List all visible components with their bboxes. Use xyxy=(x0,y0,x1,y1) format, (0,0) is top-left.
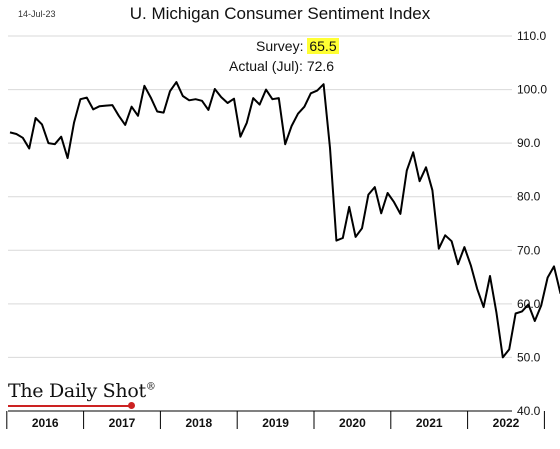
date-stamp: 14-Jul-23 xyxy=(18,9,56,19)
y-tick-label: 70.0 xyxy=(517,243,541,257)
y-tick-label: 50.0 xyxy=(517,350,541,364)
actual-annotation: Actual (Jul): 72.6 xyxy=(229,58,334,74)
survey-value: 65.5 xyxy=(307,38,339,54)
actual-value: 72.6 xyxy=(306,58,335,74)
actual-label: Actual (Jul): xyxy=(229,58,303,74)
y-tick-label: 100.0 xyxy=(517,83,547,97)
survey-annotation: Survey: 65.5 xyxy=(256,38,339,54)
x-tick-label: 2020 xyxy=(339,416,366,430)
x-tick-label: 2021 xyxy=(416,416,443,430)
x-tick-label: 2017 xyxy=(109,416,136,430)
x-tick-label: 2016 xyxy=(32,416,59,430)
brand-registered-mark: ® xyxy=(145,381,156,393)
x-tick-label: 2019 xyxy=(262,416,289,430)
y-tick-label: 110.0 xyxy=(517,29,546,43)
brand-name: The Daily Shot xyxy=(8,380,146,402)
y-tick-label: 40.0 xyxy=(517,404,541,418)
y-tick-label: 90.0 xyxy=(517,136,541,150)
survey-label: Survey: xyxy=(256,38,304,54)
brand-dot xyxy=(128,402,135,409)
y-tick-label: 80.0 xyxy=(517,190,541,204)
brand-underline xyxy=(8,405,132,407)
x-tick-label: 2022 xyxy=(493,416,520,430)
series-line xyxy=(9,81,560,359)
x-tick-label: 2018 xyxy=(185,416,212,430)
brand-logo: The Daily Shot® xyxy=(8,380,156,402)
chart-title: U. Michigan Consumer Sentiment Index xyxy=(129,4,431,23)
